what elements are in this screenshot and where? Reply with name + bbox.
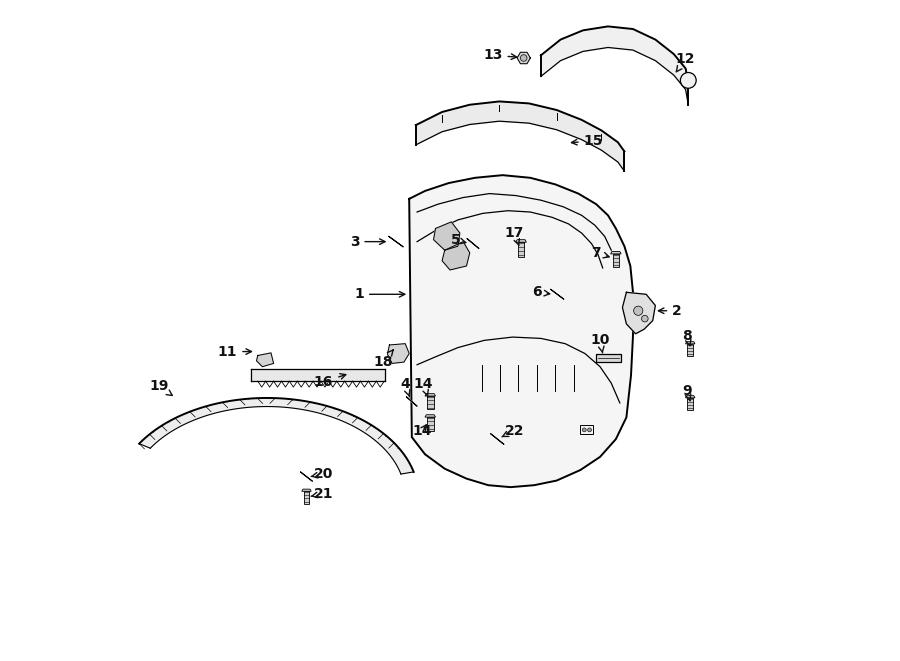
- Bar: [688, 398, 693, 410]
- Circle shape: [582, 428, 586, 432]
- Text: 16: 16: [314, 373, 346, 389]
- Polygon shape: [516, 240, 526, 242]
- Text: 18: 18: [374, 350, 393, 369]
- Polygon shape: [686, 396, 695, 398]
- Bar: [688, 344, 693, 356]
- Text: 15: 15: [572, 134, 603, 148]
- Text: 14: 14: [414, 377, 434, 397]
- Text: 3: 3: [350, 235, 385, 249]
- Text: 4: 4: [400, 377, 410, 397]
- Text: 11: 11: [218, 344, 251, 358]
- Polygon shape: [301, 472, 312, 481]
- Polygon shape: [491, 434, 504, 444]
- Text: 14: 14: [412, 424, 432, 438]
- Polygon shape: [518, 52, 530, 63]
- Polygon shape: [425, 394, 436, 396]
- Polygon shape: [551, 290, 564, 299]
- Polygon shape: [686, 342, 695, 344]
- Polygon shape: [541, 26, 688, 104]
- Polygon shape: [407, 397, 417, 407]
- Text: 12: 12: [676, 52, 696, 72]
- Bar: [427, 417, 434, 430]
- Text: 21: 21: [311, 486, 333, 501]
- Circle shape: [680, 73, 697, 89]
- Text: 6: 6: [532, 286, 550, 299]
- Text: 5: 5: [450, 233, 466, 247]
- Text: 22: 22: [502, 424, 525, 438]
- Polygon shape: [410, 175, 633, 487]
- Polygon shape: [256, 353, 274, 367]
- Text: 10: 10: [590, 333, 610, 353]
- Polygon shape: [623, 292, 655, 334]
- Polygon shape: [467, 239, 479, 249]
- Polygon shape: [302, 489, 311, 491]
- Bar: [580, 425, 593, 434]
- Bar: [427, 396, 434, 409]
- Bar: [518, 242, 525, 256]
- Bar: [613, 254, 619, 267]
- Polygon shape: [389, 237, 403, 247]
- Text: 17: 17: [505, 226, 524, 246]
- Text: 2: 2: [659, 304, 682, 318]
- Polygon shape: [434, 222, 460, 251]
- Circle shape: [588, 428, 591, 432]
- Polygon shape: [610, 252, 621, 254]
- Circle shape: [634, 306, 643, 315]
- Circle shape: [642, 315, 648, 322]
- Polygon shape: [140, 398, 414, 474]
- Text: 7: 7: [591, 246, 609, 260]
- Text: 19: 19: [149, 379, 172, 395]
- Text: 1: 1: [355, 288, 405, 301]
- Polygon shape: [442, 242, 470, 270]
- Bar: [303, 491, 310, 504]
- Text: 13: 13: [483, 48, 517, 62]
- Text: 20: 20: [311, 467, 333, 481]
- Polygon shape: [416, 101, 625, 171]
- Text: 8: 8: [682, 329, 692, 346]
- Polygon shape: [388, 344, 410, 364]
- Text: 9: 9: [682, 384, 692, 401]
- Circle shape: [520, 55, 527, 61]
- Polygon shape: [425, 414, 436, 417]
- Bar: [596, 354, 621, 362]
